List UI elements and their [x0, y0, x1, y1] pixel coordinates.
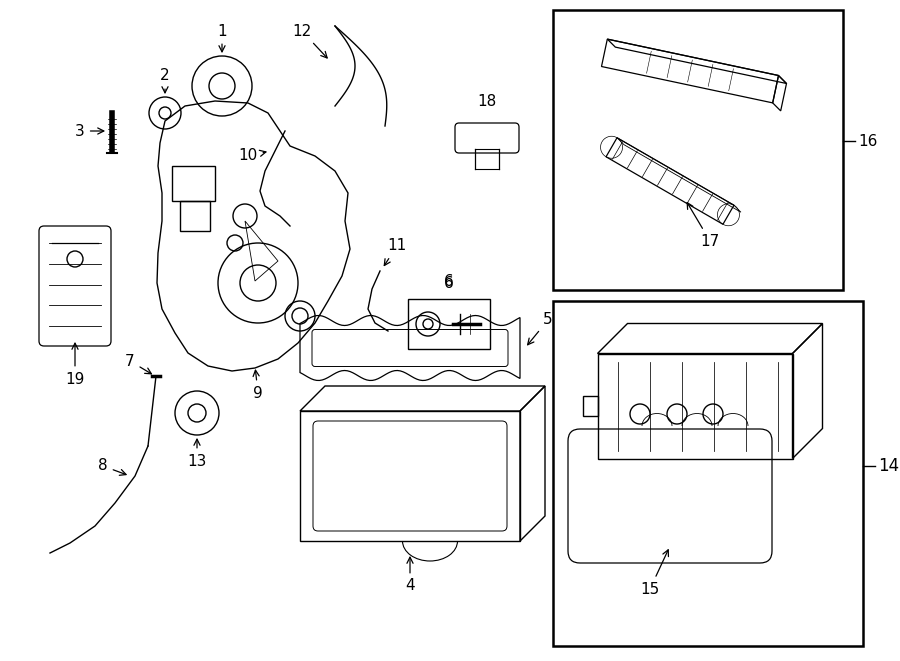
Text: 19: 19: [66, 343, 85, 387]
Text: 6: 6: [444, 274, 454, 288]
Text: 16: 16: [858, 134, 878, 149]
Text: 5: 5: [527, 313, 553, 345]
Text: 13: 13: [187, 439, 207, 469]
Bar: [553, 301, 863, 646]
Text: 7: 7: [125, 354, 151, 374]
Text: 9: 9: [253, 370, 263, 401]
Bar: [553, 10, 843, 290]
Text: 2: 2: [160, 69, 170, 93]
Text: 14: 14: [878, 457, 899, 475]
Text: 18: 18: [477, 93, 497, 108]
Text: 10: 10: [238, 149, 266, 163]
Text: 12: 12: [292, 24, 327, 58]
Text: 6: 6: [444, 276, 454, 290]
Text: 17: 17: [687, 202, 720, 249]
Text: 1: 1: [217, 24, 227, 52]
Text: 4: 4: [405, 557, 415, 594]
Text: 8: 8: [98, 459, 126, 475]
Text: 15: 15: [641, 550, 669, 596]
Text: 3: 3: [75, 124, 104, 139]
Text: 11: 11: [384, 239, 407, 266]
Bar: [408, 299, 490, 349]
